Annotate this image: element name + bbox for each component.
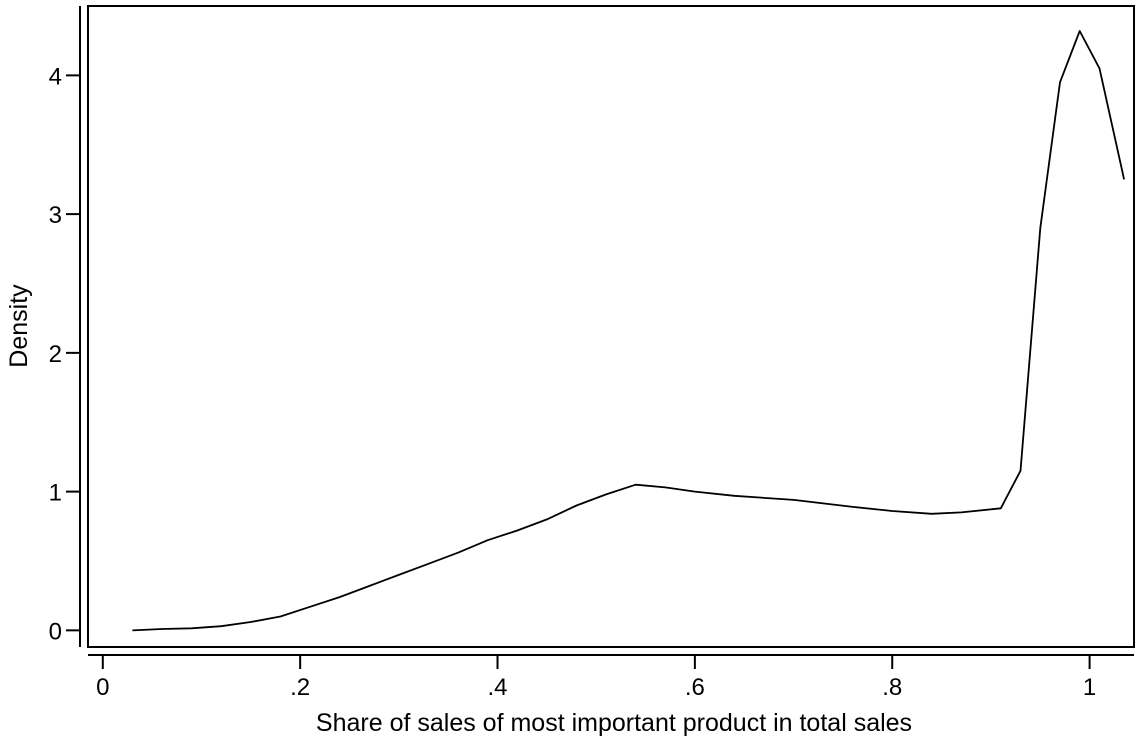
series-layer (132, 30, 1125, 632)
plot-frame (87, 5, 1135, 648)
x-tick-label: .8 (882, 674, 902, 701)
y-tick-label: 1 (49, 480, 62, 507)
x-tick-label: .2 (290, 674, 310, 701)
density-line (132, 30, 1125, 632)
x-axis-title: Share of sales of most important product… (316, 709, 912, 737)
x-tick-label: .4 (488, 674, 508, 701)
y-tick-label: 4 (49, 63, 62, 90)
x-axis-ticks: 0 .2 .4 .6 .8 1 (96, 655, 1096, 701)
y-tick-label: 2 (49, 341, 62, 368)
x-tick-label: 0 (96, 674, 109, 701)
x-tick-label: .6 (685, 674, 705, 701)
y-tick-label: 3 (49, 202, 62, 229)
y-axis-title: Density (5, 284, 33, 368)
y-tick-label: 0 (49, 618, 62, 645)
y-axis-ticks: 0 1 2 3 4 (49, 63, 80, 645)
x-tick-label: 1 (1083, 674, 1096, 701)
